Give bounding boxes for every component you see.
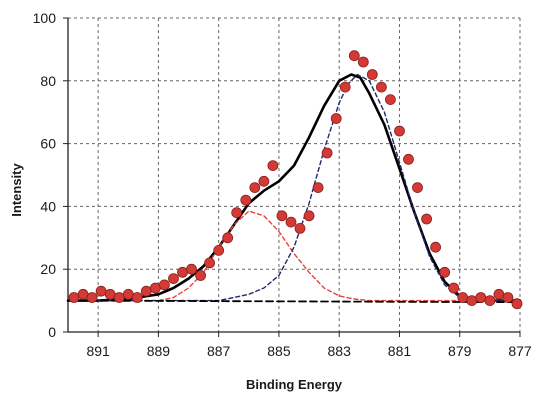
data-point <box>375 81 387 93</box>
x-tick-label: 879 <box>448 343 472 359</box>
data-point <box>285 216 297 228</box>
data-point <box>448 282 460 294</box>
data-point <box>366 69 378 80</box>
data-point <box>177 266 188 278</box>
y-tick-label: 80 <box>40 73 56 89</box>
data-point <box>204 257 216 269</box>
y-axis-label: Intensity <box>9 163 24 217</box>
data-point <box>267 160 279 172</box>
data-point <box>231 207 243 219</box>
fit-envelope-line <box>66 73 522 302</box>
data-point <box>213 244 225 256</box>
y-tick-label: 100 <box>33 10 57 26</box>
data-point <box>240 194 252 206</box>
y-tick-label: 40 <box>40 198 56 214</box>
data-point <box>140 285 152 297</box>
data-point <box>348 50 360 62</box>
data-point <box>249 182 261 194</box>
data-point <box>384 94 396 105</box>
data-point <box>195 270 207 281</box>
data-points <box>68 50 523 310</box>
x-tick-label: 887 <box>207 343 231 359</box>
data-point <box>475 292 487 303</box>
y-tick-label: 0 <box>48 324 56 340</box>
data-point <box>77 288 89 300</box>
x-tick-label: 881 <box>388 343 412 359</box>
x-tick-label: 883 <box>328 343 352 359</box>
data-point <box>511 298 523 310</box>
data-point <box>339 81 351 93</box>
data-point <box>330 113 342 124</box>
data-point <box>357 56 369 68</box>
data-point <box>493 288 505 300</box>
data-point <box>113 292 125 303</box>
data-point <box>303 210 315 222</box>
data-point <box>168 273 179 285</box>
axes <box>63 17 521 337</box>
peak-2-dashed-line <box>67 73 521 302</box>
x-tick-label: 877 <box>508 343 532 359</box>
data-point <box>122 288 134 300</box>
data-point <box>321 147 333 159</box>
data-point <box>276 210 288 222</box>
grid <box>68 17 521 332</box>
data-point <box>86 292 98 303</box>
data-point <box>403 153 414 165</box>
data-point <box>131 292 143 303</box>
data-point <box>258 175 270 187</box>
fit-curves <box>66 73 522 304</box>
data-point <box>312 182 324 194</box>
y-tick-label: 60 <box>40 136 56 152</box>
x-tick-label: 891 <box>86 343 110 359</box>
baseline-dashed-line <box>67 299 521 304</box>
data-point <box>294 222 306 234</box>
data-point <box>68 292 80 303</box>
data-point <box>502 292 514 303</box>
data-point <box>421 213 433 225</box>
peak-1-dashed-line <box>67 210 521 302</box>
data-point <box>484 295 496 307</box>
data-point <box>430 241 442 253</box>
data-point <box>149 282 161 294</box>
data-point <box>466 295 478 307</box>
data-point <box>95 285 107 297</box>
data-point <box>158 279 170 291</box>
y-tick-label: 20 <box>40 261 56 277</box>
data-point <box>412 182 423 194</box>
data-point <box>222 232 234 244</box>
data-point <box>186 263 197 275</box>
x-tick-label: 885 <box>267 343 291 359</box>
data-point <box>394 125 405 137</box>
x-tick-label: 889 <box>147 343 171 359</box>
tick-labels: 0 20 40 60 80 100 891 889 887 885 883 881 879 877 <box>33 10 532 359</box>
data-point <box>104 288 116 300</box>
data-point <box>457 292 469 303</box>
data-point <box>439 266 451 278</box>
x-axis-label: Binding Energy <box>246 377 343 392</box>
